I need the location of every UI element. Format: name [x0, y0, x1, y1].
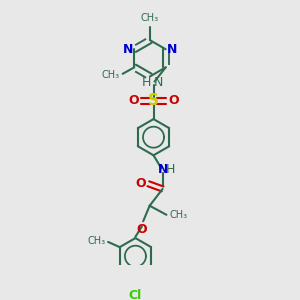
Text: N: N: [167, 43, 177, 56]
Text: O: O: [135, 177, 146, 190]
Text: N: N: [158, 163, 168, 176]
Text: S: S: [148, 94, 159, 109]
Text: CH₃: CH₃: [102, 70, 120, 80]
Text: H: H: [142, 76, 152, 89]
Text: H: H: [166, 163, 175, 176]
Text: O: O: [169, 94, 179, 107]
Text: O: O: [136, 223, 147, 236]
Text: O: O: [128, 94, 139, 107]
Text: CH₃: CH₃: [87, 236, 106, 246]
Text: CH₃: CH₃: [141, 14, 159, 23]
Text: Cl: Cl: [129, 289, 142, 300]
Text: N: N: [154, 76, 163, 89]
Text: CH₃: CH₃: [169, 210, 187, 220]
Text: N: N: [123, 43, 133, 56]
